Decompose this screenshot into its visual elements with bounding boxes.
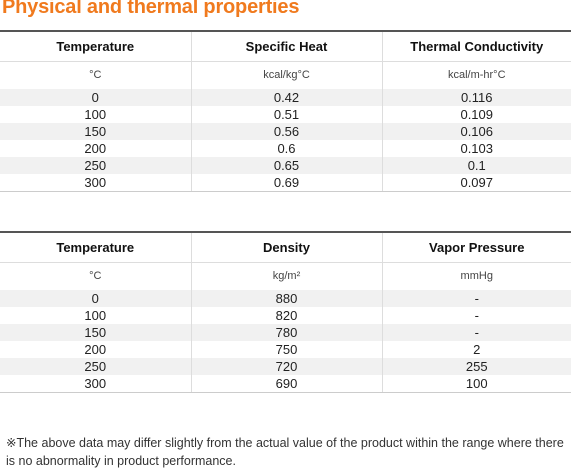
unit-label: °C xyxy=(89,270,102,283)
unit-label: °C xyxy=(89,69,102,82)
table-cell: 0.116 xyxy=(381,89,571,106)
table-row: 250 0.65 0.1 xyxy=(0,157,571,174)
table-row: 200 0.6 0.103 xyxy=(0,140,571,157)
table-cell: 0.42 xyxy=(190,89,382,106)
table-cell: 0.69 xyxy=(190,174,382,192)
unit-label: mmHg xyxy=(381,262,571,290)
table-cell: 100 xyxy=(84,308,107,323)
unit-row: °C kg/m² mmHg xyxy=(0,262,571,290)
table-row: 0 880 - xyxy=(0,290,571,307)
table-cell: 0 xyxy=(0,290,191,307)
table-cell: 0.56 xyxy=(190,123,382,140)
table-cell: 100 xyxy=(84,107,107,122)
unit-row: °C kcal/kg°C kcal/m-hr°C xyxy=(0,61,571,89)
table-cell: 0 xyxy=(0,89,191,106)
table-cell: 820 xyxy=(190,307,382,324)
table-cell: 0.65 xyxy=(190,157,382,174)
table-header-row: Temperature Specific Heat Thermal Conduc… xyxy=(0,31,571,62)
table-row: 0 0.42 0.116 xyxy=(0,89,571,106)
unit-label: kcal/m-hr°C xyxy=(381,61,571,89)
table-cell: 0.51 xyxy=(190,106,382,123)
table-cell: 0.103 xyxy=(381,140,571,157)
table-cell: - xyxy=(381,324,571,341)
column-header: Temperature xyxy=(0,31,191,62)
table-row: 150 780 - xyxy=(0,324,571,341)
table-cell: 300 xyxy=(0,174,191,192)
disclaimer-note: ※The above data may differ slightly from… xyxy=(6,436,564,468)
table-cell: 0.1 xyxy=(381,157,571,174)
table-cell: - xyxy=(381,307,571,324)
column-header: Vapor Pressure xyxy=(381,232,571,263)
table-cell: 300 xyxy=(0,375,191,393)
table-cell: 150 xyxy=(0,324,191,341)
table-row: 200 750 2 xyxy=(0,341,571,358)
table-cell: 880 xyxy=(190,290,382,307)
table-cell: 0.097 xyxy=(381,174,571,192)
table-cell: 780 xyxy=(190,324,382,341)
table-cell: 200 xyxy=(84,342,107,357)
table-row: 100 0.51 0.109 xyxy=(0,106,571,123)
table-cell: 255 xyxy=(381,358,571,375)
table-row: 300 690 100 xyxy=(0,375,571,393)
table-cell: 0.109 xyxy=(381,106,571,123)
column-header: Specific Heat xyxy=(190,31,382,62)
table-cell: 0.106 xyxy=(381,123,571,140)
unit-label: kg/m² xyxy=(190,262,382,290)
table-header-row: Temperature Density Vapor Pressure xyxy=(0,232,571,263)
table-cell: 2 xyxy=(381,341,571,358)
table-row: 250 720 255 xyxy=(0,358,571,375)
table-cell: 720 xyxy=(190,358,382,375)
table-cell: 690 xyxy=(190,375,382,393)
table-row: 150 0.56 0.106 xyxy=(0,123,571,140)
table-cell: 150 xyxy=(0,123,191,140)
column-header: Thermal Conductivity xyxy=(381,31,571,62)
thermal-properties-table: Temperature Specific Heat Thermal Conduc… xyxy=(0,30,571,192)
table-row: 300 0.69 0.097 xyxy=(0,174,571,192)
table-cell: 250 xyxy=(0,157,191,174)
column-header: Density xyxy=(190,232,382,263)
table-cell: 0.6 xyxy=(190,140,382,157)
table-cell: 750 xyxy=(190,341,382,358)
table-cell: 250 xyxy=(0,358,191,375)
column-header: Temperature xyxy=(0,232,191,263)
page-title: Physical and thermal properties xyxy=(2,0,300,18)
table-row: 100 820 - xyxy=(0,307,571,324)
unit-label: kcal/kg°C xyxy=(190,61,382,89)
table-cell: - xyxy=(381,290,571,307)
table-cell: 200 xyxy=(84,141,107,156)
density-vapor-table: Temperature Density Vapor Pressure °C kg… xyxy=(0,231,571,393)
table-cell: 100 xyxy=(381,375,571,393)
